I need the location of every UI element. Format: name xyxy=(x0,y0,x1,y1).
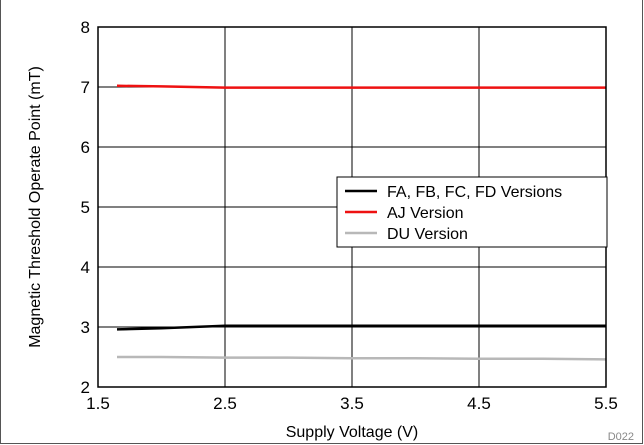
legend-box xyxy=(336,176,608,248)
y-tick-label: 5 xyxy=(81,198,90,217)
figure-code: D022 xyxy=(608,431,634,443)
y-tick-label: 2 xyxy=(81,378,90,397)
x-tick-label: 5.5 xyxy=(594,394,618,413)
series-line-1 xyxy=(116,84,606,89)
series-line-2 xyxy=(117,355,607,361)
y-tick-label: 7 xyxy=(81,78,90,97)
y-tick-label: 3 xyxy=(81,318,90,337)
legend: FA, FB, FC, FD Versions AJ Version DU Vers… xyxy=(336,176,608,248)
series-line-0 xyxy=(116,324,606,331)
tick-labels: 1.5 2.5 3.5 4.5 5.5 2 3 4 5 6 7 8 xyxy=(81,18,618,413)
y-tick-label: 8 xyxy=(81,18,90,37)
legend-entry: DU Version xyxy=(387,226,468,243)
series-lines xyxy=(116,84,607,361)
x-axis-label: Supply Voltage (V) xyxy=(286,424,419,441)
legend-entry: FA, FB, FC, FD Versions xyxy=(387,184,562,201)
y-axis-label: Magnetic Threshold Operate Point (mT) xyxy=(27,66,44,348)
x-tick-label: 2.5 xyxy=(213,394,237,413)
x-tick-label: 3.5 xyxy=(340,394,364,413)
x-tick-label: 4.5 xyxy=(467,394,491,413)
y-tick-label: 6 xyxy=(81,138,90,157)
legend-entry: AJ Version xyxy=(387,205,463,222)
x-tick-label: 1.5 xyxy=(86,394,110,413)
y-tick-label: 4 xyxy=(81,258,90,277)
